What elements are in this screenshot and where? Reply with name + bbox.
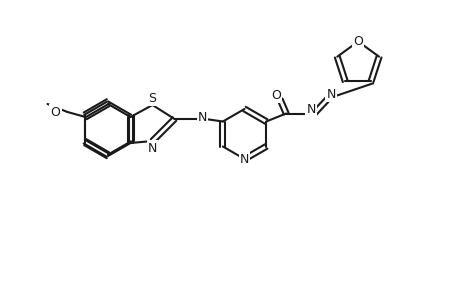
Text: N: N — [306, 103, 315, 116]
Text: O: O — [50, 106, 60, 118]
Text: O: O — [271, 89, 280, 102]
Text: N: N — [326, 88, 335, 101]
Text: N: N — [147, 142, 157, 154]
Text: O: O — [353, 35, 362, 48]
Text: S: S — [148, 92, 156, 104]
Text: N: N — [239, 152, 249, 166]
Text: N: N — [197, 110, 207, 124]
